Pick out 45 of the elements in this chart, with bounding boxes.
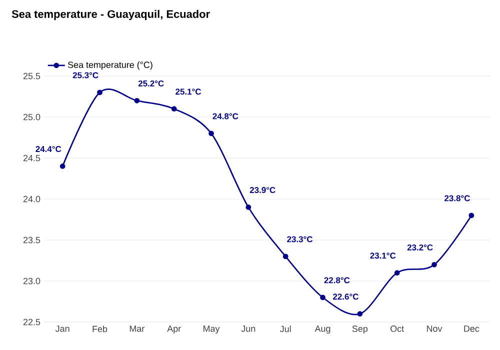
y-tick-label: 23.0 xyxy=(23,278,40,284)
x-tick-label: Jun xyxy=(241,326,256,332)
x-tick-label: Feb xyxy=(92,326,108,332)
x-tick-label: May xyxy=(204,326,220,334)
point xyxy=(60,164,66,169)
point xyxy=(97,90,102,96)
data-label: 23.1°C xyxy=(370,252,396,259)
x-tick-label: Nov xyxy=(427,326,442,332)
point xyxy=(246,204,252,210)
point xyxy=(357,311,363,317)
x-tick-label: Apr xyxy=(167,326,181,334)
data-label: 23.9°C xyxy=(250,187,276,194)
data-label: 23.2°C xyxy=(407,244,433,250)
data-label: 24.4°C xyxy=(36,146,62,152)
x-tick-label: Jul xyxy=(280,326,291,332)
data-label: 24.8°C xyxy=(212,113,238,120)
y-tick-label: 25.5 xyxy=(23,72,40,80)
chart-title: Sea temperature - Guayaquil, Ecuador xyxy=(12,10,210,20)
data-label: 23.8°C xyxy=(444,195,470,202)
point xyxy=(320,294,326,300)
data-label: 25.3°C xyxy=(72,72,98,78)
y-tick-label: 23.5 xyxy=(23,236,40,244)
x-tick-label: Sep xyxy=(352,326,368,334)
data-label: 22.8°C xyxy=(324,277,350,284)
data-label: 25.2°C xyxy=(138,80,164,86)
x-tick-label: Jan xyxy=(55,326,70,332)
point xyxy=(134,98,140,104)
point xyxy=(394,270,400,276)
point xyxy=(208,130,214,136)
y-tick-label: 24.5 xyxy=(23,154,40,162)
data-label: 25.1°C xyxy=(176,88,202,95)
y-tick-label: 25.0 xyxy=(23,114,40,120)
y-tick-label: 22.5 xyxy=(23,318,40,326)
point xyxy=(171,106,177,112)
point xyxy=(282,254,288,260)
x-tick-label: Oct xyxy=(390,326,404,332)
legend-label: Sea temperature (°C) xyxy=(68,61,152,70)
point xyxy=(468,212,474,218)
y-tick-label: 24.0 xyxy=(23,196,40,202)
x-tick-label: Mar xyxy=(130,326,144,332)
data-label: 22.6°C xyxy=(333,294,358,300)
data-label: 23.3°C xyxy=(287,236,313,242)
point xyxy=(432,262,437,268)
x-tick-label: Dec xyxy=(464,326,480,332)
x-tick-label: Aug xyxy=(314,326,330,334)
